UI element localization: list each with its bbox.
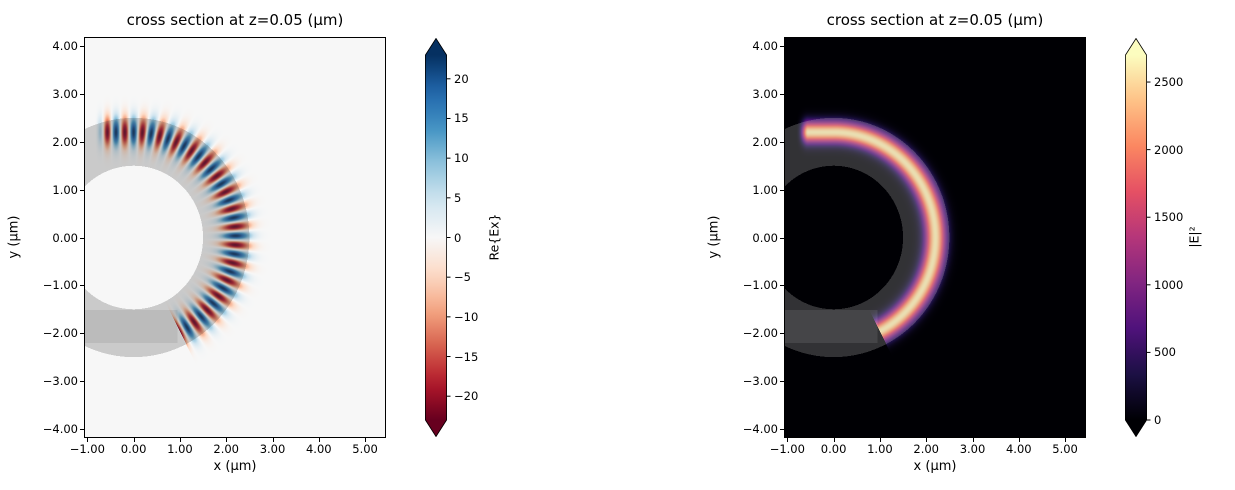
axes-area-re-ex: [84, 37, 386, 438]
x-tick-label: 4.00: [1005, 442, 1032, 456]
y-tick-mark: [80, 141, 84, 143]
x-tick-mark: [87, 438, 89, 442]
y-tick-label: 1.00: [752, 182, 778, 197]
colorbar-tick-label: 0: [1154, 413, 1162, 427]
x-tick-mark: [972, 438, 974, 442]
x-tick-mark: [272, 438, 274, 442]
y-tick-mark: [780, 381, 784, 383]
x-tick-mark: [1018, 438, 1020, 442]
x-tick-mark: [926, 438, 928, 442]
colorbar-re-ex: [425, 38, 452, 437]
colorbar-tick-label: −20: [454, 389, 479, 404]
y-tick-label: 0.00: [52, 230, 78, 245]
x-tick-mark: [787, 438, 789, 442]
y-tick-mark: [80, 189, 84, 191]
field-heatmap-re-ex: [85, 38, 385, 437]
y-tick-mark: [780, 189, 784, 191]
x-tick-label: 1.00: [867, 442, 893, 456]
colorbar-tick-label: 10: [454, 151, 469, 166]
x-tick-label: 0.00: [820, 442, 847, 456]
y-tick-label: 4.00: [52, 39, 78, 54]
x-tick-mark: [226, 438, 228, 442]
y-axis-label: y (μm): [6, 215, 22, 259]
x-tick-label: 3.00: [959, 442, 986, 456]
x-tick-label: 5.00: [1052, 442, 1078, 456]
x-tick-label: 1.00: [167, 442, 193, 456]
x-tick-label: 0.00: [120, 442, 147, 456]
subplot-re-ex: cross section at z=0.05 (μm) y (μm) x (μ…: [6, 11, 502, 474]
colorbar-tick-label: 1000: [1154, 277, 1184, 292]
y-tick-mark: [80, 46, 84, 48]
y-axis-label: y (μm): [706, 215, 722, 259]
y-tick-label: 2.00: [752, 134, 778, 149]
y-tick-mark: [780, 428, 784, 430]
colorbar-label-intensity: |E|²: [1186, 226, 1202, 248]
x-tick-mark: [133, 438, 135, 442]
y-tick-label: 4.00: [752, 39, 778, 54]
y-tick-mark: [780, 93, 784, 95]
y-tick-label: 2.00: [52, 134, 78, 149]
colorbar-tick-label: 1500: [1154, 210, 1184, 225]
y-tick-mark: [80, 285, 84, 287]
y-tick-mark: [780, 141, 784, 143]
colorbar-label-re-ex: Re{Ex}: [486, 213, 502, 261]
x-tick-mark: [179, 438, 181, 442]
y-tick-mark: [780, 285, 784, 287]
y-tick-label: −1.00: [42, 278, 78, 293]
x-tick-mark: [879, 438, 881, 442]
subplot-intensity: cross section at z=0.05 (μm) y (μm) x (μ…: [700, 0, 1235, 490]
x-axis-label: x (μm): [213, 459, 257, 474]
x-tick-mark: [833, 438, 835, 442]
axes-area-intensity: [784, 37, 1086, 438]
y-tick-label: 1.00: [52, 182, 78, 197]
colorbar-tick-label: −10: [454, 309, 479, 324]
y-tick-label: −2.00: [42, 326, 78, 341]
y-tick-label: −4.00: [42, 421, 78, 436]
x-axis-label: x (μm): [913, 459, 957, 474]
field-heatmap-intensity: [785, 38, 1085, 437]
y-tick-label: −2.00: [742, 326, 778, 341]
y-tick-label: −3.00: [42, 374, 78, 389]
plot-title: cross section at z=0.05 (μm): [826, 11, 1044, 29]
x-tick-label: 4.00: [305, 442, 332, 456]
y-tick-label: 3.00: [752, 86, 778, 101]
x-tick-label: 2.00: [213, 442, 240, 456]
colorbar-tick-label: 15: [454, 111, 469, 126]
colorbar-tick-label: 2000: [1154, 142, 1184, 157]
colorbar-tick-label: 0: [454, 230, 462, 245]
colorbar-tick-label: −15: [454, 349, 479, 364]
colorbar-tick-label: 20: [454, 71, 469, 86]
y-tick-label: 0.00: [752, 230, 778, 245]
y-tick-mark: [80, 237, 84, 239]
colorbar-tick-label: 500: [1154, 345, 1176, 360]
y-tick-label: 3.00: [52, 86, 78, 101]
colorbar-tick-label: 2500: [1154, 75, 1184, 90]
y-tick-label: −4.00: [742, 421, 778, 436]
x-tick-mark: [318, 438, 320, 442]
plot-title: cross section at z=0.05 (μm): [126, 11, 344, 29]
y-tick-mark: [80, 93, 84, 95]
x-tick-label: 2.00: [913, 442, 940, 456]
y-tick-mark: [780, 333, 784, 335]
x-tick-label: 3.00: [259, 442, 286, 456]
y-tick-mark: [780, 237, 784, 239]
y-tick-mark: [80, 428, 84, 430]
x-tick-label: −1.00: [69, 442, 105, 456]
colorbar-tick-label: 5: [454, 190, 462, 205]
y-tick-mark: [80, 381, 84, 383]
x-tick-label: 5.00: [352, 442, 378, 456]
y-tick-mark: [780, 46, 784, 48]
colorbar-intensity: [1125, 38, 1152, 437]
y-tick-mark: [80, 333, 84, 335]
y-tick-label: −1.00: [742, 278, 778, 293]
x-tick-mark: [1065, 438, 1067, 442]
x-tick-label: −1.00: [769, 442, 805, 456]
y-tick-label: −3.00: [742, 374, 778, 389]
colorbar-tick-label: −5: [454, 270, 471, 285]
x-tick-mark: [365, 438, 367, 442]
